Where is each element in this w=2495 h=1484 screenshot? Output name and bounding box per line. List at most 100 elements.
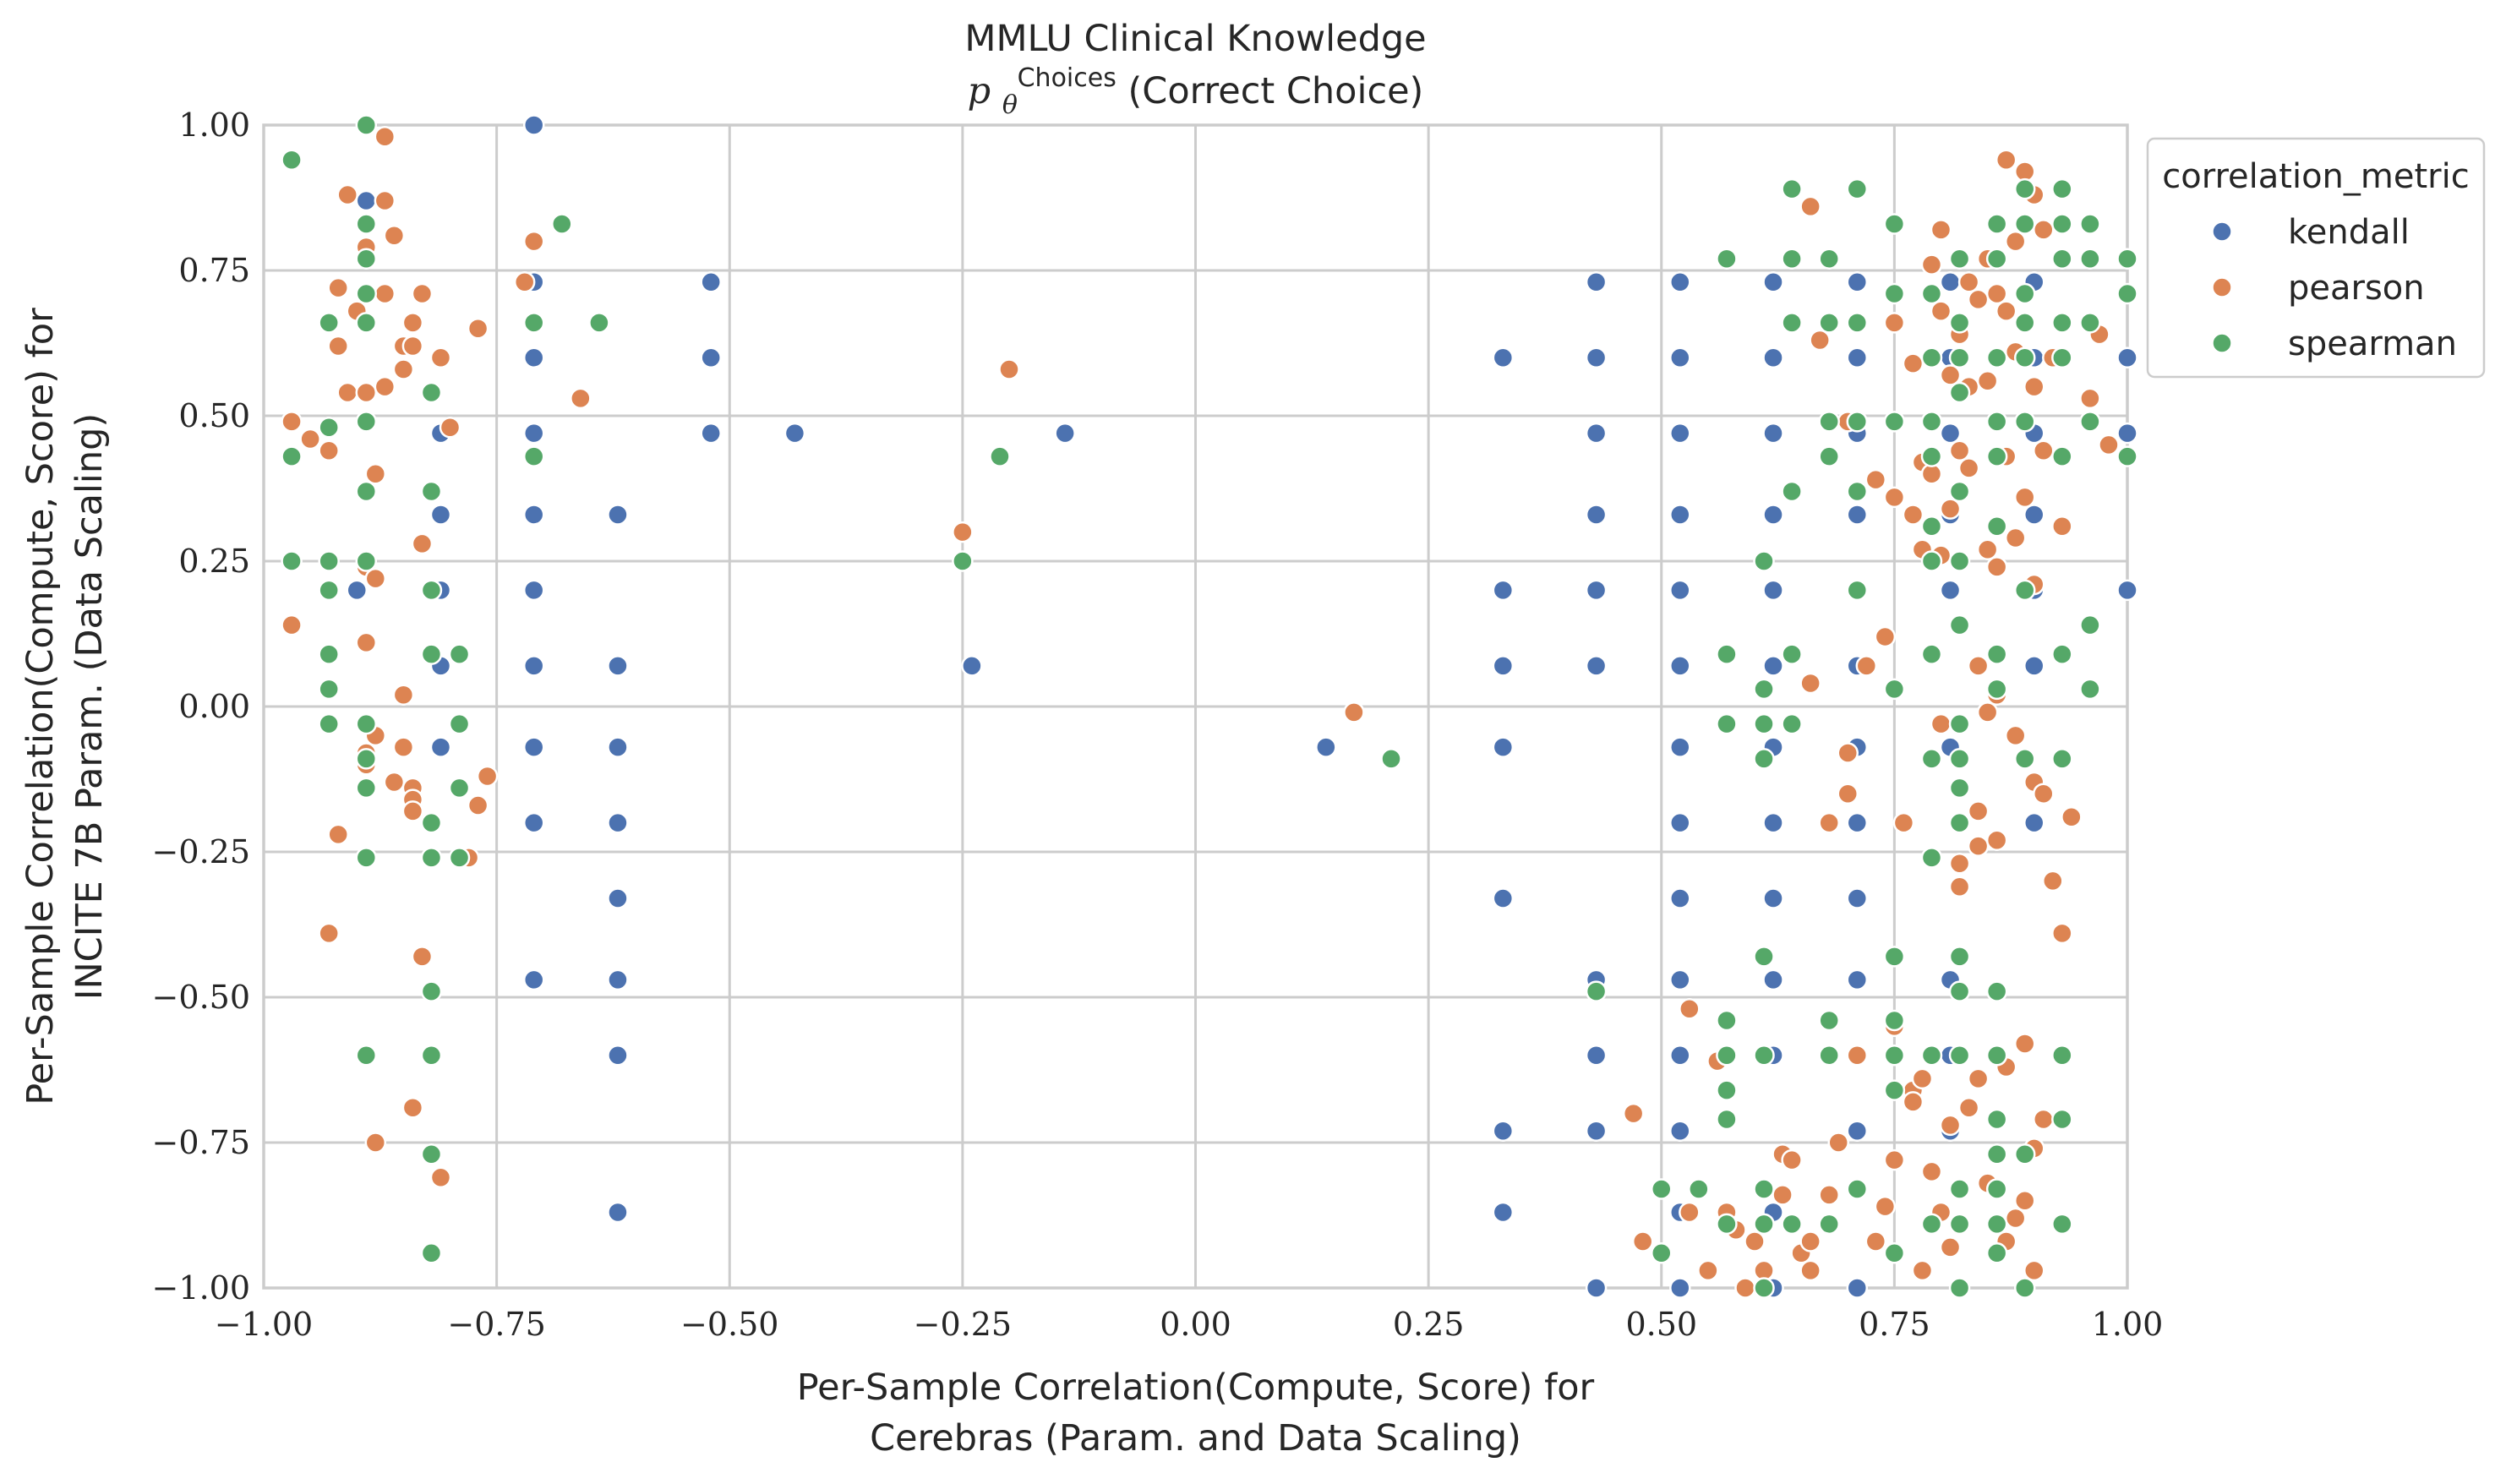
point-pearson bbox=[1622, 1102, 1645, 1125]
y-tick-label: 0.75 bbox=[178, 252, 250, 289]
point-spearman bbox=[2079, 248, 2101, 270]
y-axis-label-line-1: Per-Sample Correlation(Compute, Score) f… bbox=[19, 308, 62, 1105]
point-pearson bbox=[1892, 811, 1915, 834]
point-pearson bbox=[1343, 701, 1365, 723]
point-spearman bbox=[1920, 411, 1943, 433]
point-spearman bbox=[420, 579, 443, 602]
point-pearson bbox=[1920, 254, 1943, 276]
x-tick-label: −0.25 bbox=[914, 1306, 1012, 1343]
point-spearman bbox=[2051, 213, 2073, 235]
point-spearman bbox=[1818, 312, 1840, 334]
point-pearson bbox=[1809, 329, 1831, 352]
point-pearson bbox=[1967, 655, 1990, 677]
point-kendall bbox=[1846, 968, 1869, 991]
point-spearman bbox=[1985, 1045, 2008, 1067]
point-kendall bbox=[522, 968, 545, 991]
point-pearson bbox=[2051, 515, 2073, 537]
point-kendall bbox=[1762, 655, 1784, 677]
point-pearson bbox=[401, 1096, 424, 1119]
point-kendall bbox=[607, 811, 629, 834]
point-spearman bbox=[1948, 1178, 1971, 1200]
point-spearman bbox=[1818, 248, 1840, 270]
point-pearson bbox=[1930, 219, 1952, 241]
point-pearson bbox=[1883, 1148, 1906, 1171]
point-pearson bbox=[2004, 526, 2027, 549]
point-pearson bbox=[383, 224, 406, 247]
point-pearson bbox=[1976, 538, 1999, 560]
point-spearman bbox=[1846, 480, 1869, 503]
point-spearman bbox=[1883, 1009, 1906, 1032]
point-pearson bbox=[411, 946, 434, 968]
point-spearman bbox=[1753, 946, 1775, 968]
point-pearson bbox=[1744, 1230, 1766, 1252]
point-spearman bbox=[2079, 678, 2101, 701]
point-spearman bbox=[2013, 748, 2036, 770]
point-spearman bbox=[2079, 614, 2101, 636]
point-spearman bbox=[1920, 445, 1943, 467]
point-pearson bbox=[411, 532, 434, 555]
point-spearman bbox=[355, 480, 378, 503]
point-spearman bbox=[1380, 748, 1402, 770]
point-kendall bbox=[607, 1045, 629, 1067]
point-spearman bbox=[420, 643, 443, 665]
point-pearson bbox=[1734, 1277, 1756, 1299]
point-pearson bbox=[327, 276, 349, 299]
point-kendall bbox=[1315, 736, 1337, 758]
point-pearson bbox=[2061, 805, 2083, 828]
point-pearson bbox=[2033, 1108, 2055, 1131]
point-pearson bbox=[1874, 625, 1897, 648]
point-spearman bbox=[2079, 312, 2101, 334]
point-pearson bbox=[2004, 1207, 2027, 1230]
legend-entries: kendall pearson spearman bbox=[2211, 213, 2457, 363]
point-spearman bbox=[1716, 1079, 1738, 1101]
point-spearman bbox=[1948, 1277, 1971, 1299]
point-spearman bbox=[1920, 346, 1943, 368]
point-pearson bbox=[401, 335, 424, 357]
point-pearson bbox=[1911, 1259, 1934, 1282]
point-kendall bbox=[607, 736, 629, 758]
point-spearman bbox=[2051, 248, 2073, 270]
point-spearman bbox=[1753, 550, 1775, 572]
point-spearman bbox=[1688, 1178, 1710, 1200]
point-pearson bbox=[1799, 1259, 1821, 1282]
point-kendall bbox=[346, 579, 368, 602]
point-spearman bbox=[1985, 1213, 2008, 1236]
point-kendall bbox=[429, 504, 452, 526]
point-kendall bbox=[522, 114, 545, 136]
point-spearman bbox=[2079, 411, 2101, 433]
point-pearson bbox=[2051, 922, 2073, 945]
x-tick-label: 0.75 bbox=[1859, 1306, 1930, 1343]
legend-marker-spearman bbox=[2211, 332, 2233, 354]
point-pearson bbox=[336, 183, 358, 206]
point-kendall bbox=[1762, 579, 1784, 602]
point-pearson bbox=[2033, 439, 2055, 462]
point-pearson bbox=[1855, 655, 1878, 677]
point-spearman bbox=[1948, 1045, 1971, 1067]
point-pearson bbox=[1781, 1148, 1803, 1171]
point-kendall bbox=[522, 422, 545, 445]
point-kendall bbox=[1669, 1045, 1691, 1067]
point-spearman bbox=[952, 550, 974, 572]
point-spearman bbox=[522, 445, 545, 467]
point-spearman bbox=[2051, 1108, 2073, 1131]
point-pearson bbox=[1995, 149, 2017, 172]
point-pearson bbox=[355, 631, 378, 654]
point-pearson bbox=[1864, 1230, 1887, 1252]
point-spearman bbox=[1781, 248, 1803, 270]
point-pearson bbox=[570, 387, 592, 410]
point-spearman bbox=[1920, 282, 1943, 305]
point-spearman bbox=[318, 550, 340, 572]
point-spearman bbox=[1985, 213, 2008, 235]
point-spearman bbox=[2013, 346, 2036, 368]
point-kendall bbox=[2023, 811, 2045, 834]
point-spearman bbox=[318, 579, 340, 602]
point-spearman bbox=[2051, 748, 2073, 770]
point-pearson bbox=[2023, 375, 2045, 398]
subtitle-text: (Correct Choice) bbox=[1128, 70, 1424, 112]
point-spearman bbox=[1716, 1108, 1738, 1131]
point-kendall bbox=[1669, 271, 1691, 293]
point-pearson bbox=[2013, 486, 2036, 509]
legend-title: correlation_metric bbox=[2162, 157, 2469, 196]
